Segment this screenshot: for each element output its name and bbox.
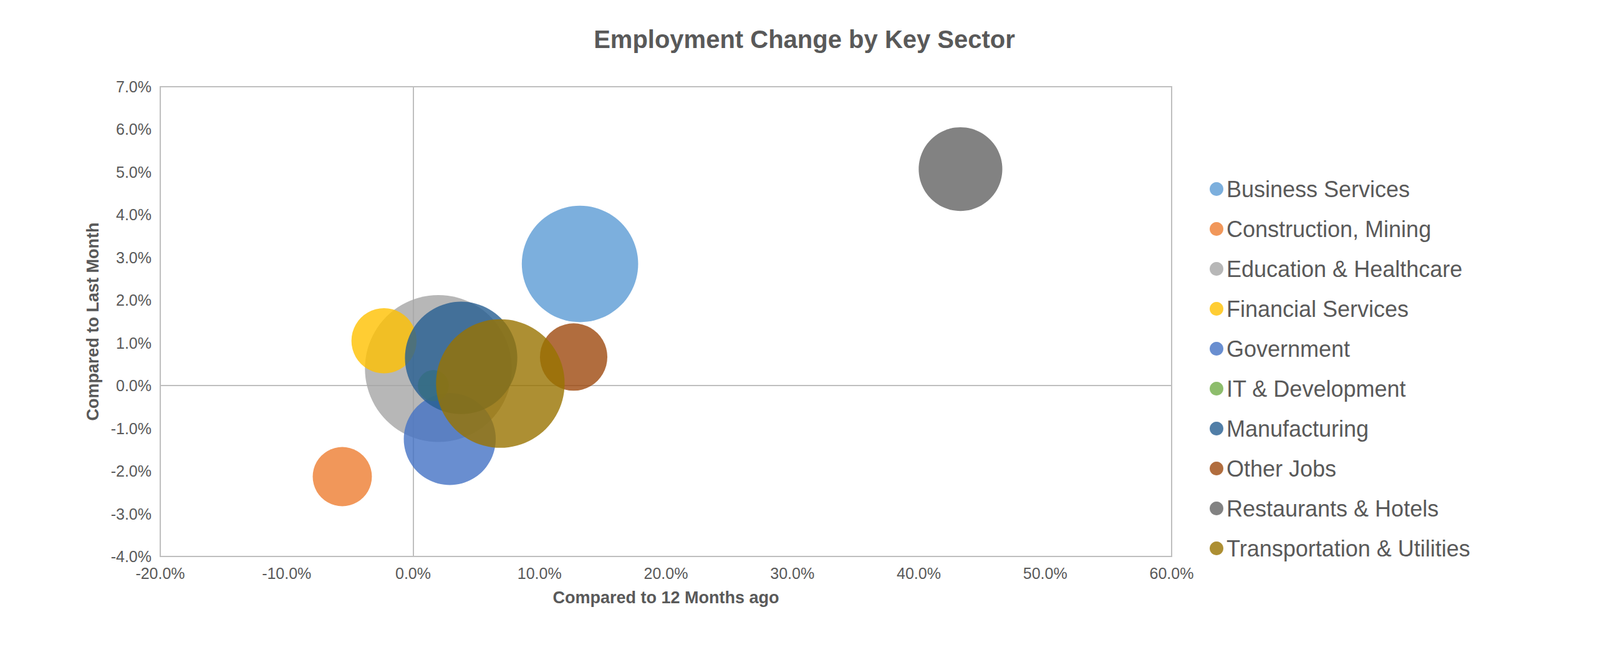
svg-text:0.0%: 0.0% [115, 376, 152, 395]
svg-text:50.0%: 50.0% [1023, 564, 1068, 582]
svg-text:IT & Development: IT & Development [1226, 375, 1406, 402]
svg-text:40.0%: 40.0% [896, 564, 941, 582]
svg-text:-4.0%: -4.0% [110, 547, 152, 565]
svg-text:7.0%: 7.0% [115, 77, 152, 96]
svg-text:-10.0%: -10.0% [261, 564, 312, 582]
svg-text:10.0%: 10.0% [517, 564, 562, 582]
svg-text:60.0%: 60.0% [1149, 564, 1195, 582]
svg-text:Financial Services: Financial Services [1226, 296, 1409, 322]
svg-text:Construction, Mining: Construction, Mining [1226, 216, 1432, 242]
svg-text:1.0%: 1.0% [115, 334, 152, 352]
svg-text:-2.0%: -2.0% [110, 462, 152, 480]
svg-text:Manufacturing: Manufacturing [1226, 415, 1369, 442]
svg-text:Restaurants & Hotels: Restaurants & Hotels [1226, 495, 1439, 522]
svg-text:20.0%: 20.0% [644, 564, 689, 582]
svg-text:2.0%: 2.0% [115, 291, 152, 309]
svg-text:5.0%: 5.0% [115, 163, 152, 181]
svg-text:-3.0%: -3.0% [110, 505, 152, 523]
svg-text:Employment Change by Key Secto: Employment Change by Key Sector [593, 25, 1016, 54]
svg-text:Government: Government [1226, 336, 1350, 362]
svg-text:Education & Healthcare: Education & Healthcare [1226, 256, 1463, 282]
svg-text:30.0%: 30.0% [770, 564, 815, 582]
svg-text:-1.0%: -1.0% [110, 419, 152, 438]
svg-text:4.0%: 4.0% [115, 205, 152, 224]
svg-text:6.0%: 6.0% [115, 120, 152, 138]
svg-text:Compared to Last Month: Compared to Last Month [83, 222, 103, 421]
svg-text:Compared to 12 Months ago: Compared to 12 Months ago [552, 587, 779, 607]
svg-text:0.0%: 0.0% [395, 564, 431, 582]
svg-text:Transportation & Utilities: Transportation & Utilities [1226, 535, 1471, 562]
svg-text:Business Services: Business Services [1226, 176, 1410, 203]
svg-text:Other Jobs: Other Jobs [1226, 455, 1337, 482]
svg-text:-20.0%: -20.0% [135, 564, 185, 582]
svg-text:3.0%: 3.0% [115, 248, 152, 267]
